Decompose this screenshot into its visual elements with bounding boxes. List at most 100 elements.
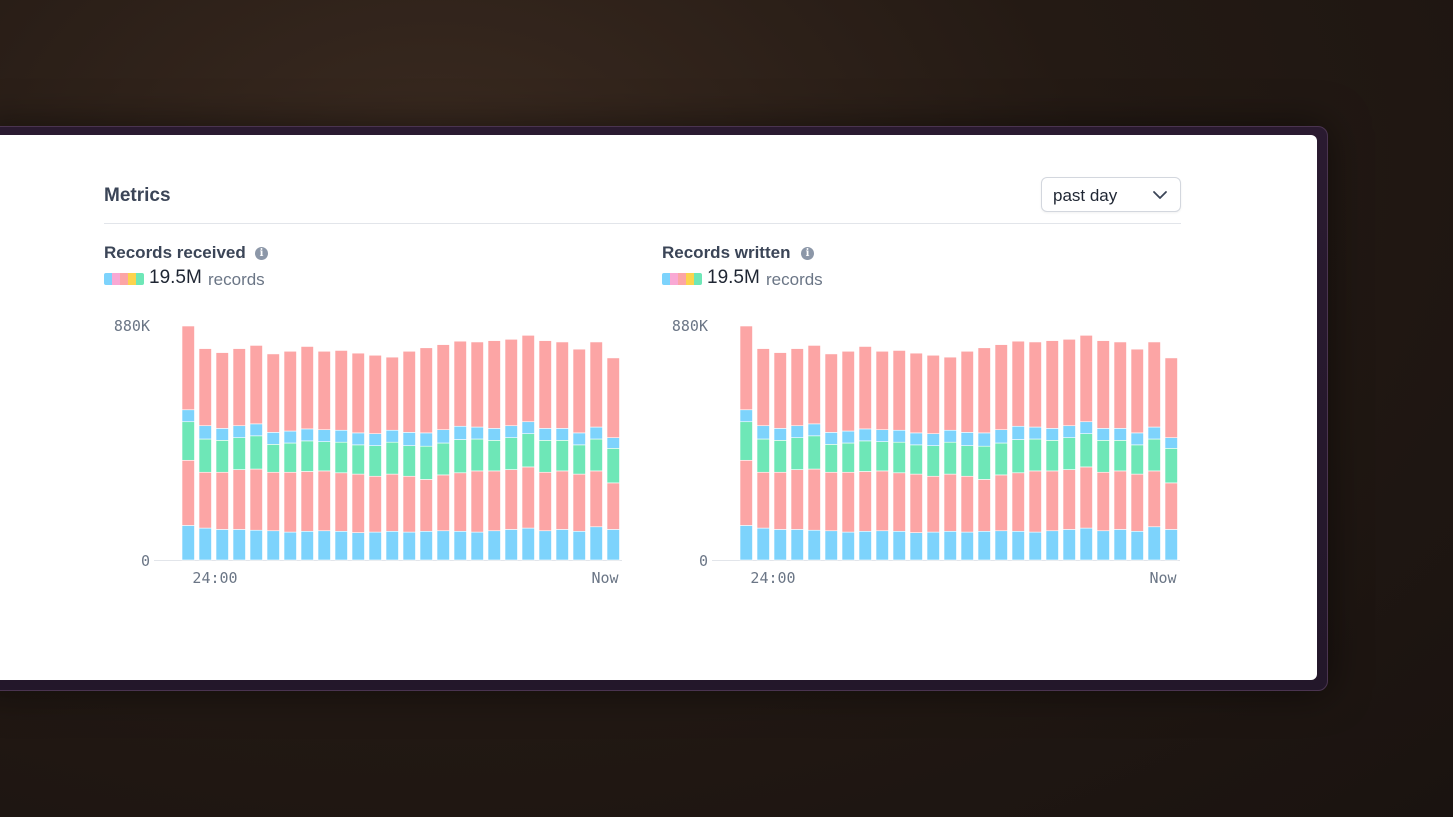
bar-segment[interactable] [266, 471, 280, 532]
bar-segment[interactable] [1079, 421, 1093, 434]
bar-segment[interactable] [1062, 529, 1076, 561]
bar-segment[interactable] [555, 440, 569, 472]
bar-segment[interactable] [419, 445, 433, 480]
bar-segment[interactable] [266, 353, 280, 433]
bar-segment[interactable] [1164, 482, 1178, 530]
bar-segment[interactable] [943, 356, 957, 431]
bar-segment[interactable] [960, 350, 974, 433]
bar-segment[interactable] [1011, 530, 1025, 561]
bar-segment[interactable] [807, 435, 821, 470]
bar-segment[interactable] [773, 428, 787, 441]
bar-segment[interactable] [436, 442, 450, 476]
bar-segment[interactable] [181, 459, 195, 526]
bar-segment[interactable] [875, 350, 889, 431]
bar-segment[interactable] [739, 459, 753, 526]
bar-segment[interactable] [283, 531, 297, 561]
bar-segment[interactable] [739, 325, 753, 411]
bar-segment[interactable] [1045, 340, 1059, 429]
bar-segment[interactable] [368, 354, 382, 434]
time-range-select[interactable]: past day [1041, 177, 1181, 212]
bar-segment[interactable] [368, 531, 382, 561]
bar-segment[interactable] [1062, 469, 1076, 530]
bar-segment[interactable] [555, 529, 569, 561]
bar-segment[interactable] [419, 530, 433, 561]
bar-segment[interactable] [1028, 470, 1042, 533]
bar-segment[interactable] [453, 340, 467, 427]
bar-segment[interactable] [824, 444, 838, 473]
bar-segment[interactable] [283, 430, 297, 444]
bar-segment[interactable] [555, 428, 569, 441]
bar-segment[interactable] [402, 445, 416, 477]
bar-segment[interactable] [841, 430, 855, 444]
bar-segment[interactable] [926, 433, 940, 446]
bar-segment[interactable] [249, 345, 263, 425]
bar-segment[interactable] [334, 530, 348, 561]
bar-segment[interactable] [334, 350, 348, 431]
bar-segment[interactable] [977, 530, 991, 561]
bar-segment[interactable] [589, 438, 603, 472]
bar-segment[interactable] [589, 341, 603, 428]
bar-segment[interactable] [589, 426, 603, 440]
bar-segment[interactable] [606, 529, 620, 561]
bar-segment[interactable] [875, 470, 889, 532]
bar-segment[interactable] [824, 353, 838, 433]
bar-segment[interactable] [538, 471, 552, 532]
bar-segment[interactable] [215, 428, 229, 441]
bar-segment[interactable] [181, 421, 195, 461]
bar-segment[interactable] [1028, 531, 1042, 561]
bar-segment[interactable] [926, 475, 940, 533]
bar-segment[interactable] [572, 432, 586, 446]
bar-segment[interactable] [756, 438, 770, 473]
bar-segment[interactable] [283, 350, 297, 432]
bar-segment[interactable] [943, 530, 957, 561]
bar-segment[interactable] [181, 325, 195, 411]
bar-segment[interactable] [790, 469, 804, 530]
bar-segment[interactable] [232, 437, 246, 470]
bar-segment[interactable] [1096, 428, 1110, 441]
bar-segment[interactable] [436, 344, 450, 431]
bar-segment[interactable] [960, 445, 974, 477]
bar-segment[interactable] [470, 438, 484, 472]
bar-segment[interactable] [841, 442, 855, 473]
bar-segment[interactable] [1164, 448, 1178, 484]
bar-segment[interactable] [470, 531, 484, 561]
bar-segment[interactable] [215, 471, 229, 530]
bar-segment[interactable] [521, 421, 535, 434]
bar-segment[interactable] [249, 423, 263, 437]
bar-segment[interactable] [1164, 357, 1178, 438]
bar-segment[interactable] [807, 468, 821, 531]
bar-segment[interactable] [606, 448, 620, 484]
bar-segment[interactable] [232, 529, 246, 561]
bar-segment[interactable] [1096, 471, 1110, 532]
bar-segment[interactable] [926, 354, 940, 434]
bar-segment[interactable] [1130, 348, 1144, 434]
bar-segment[interactable] [419, 479, 433, 532]
bar-segment[interactable] [1130, 432, 1144, 446]
bar-segment[interactable] [1113, 470, 1127, 530]
bar-segment[interactable] [606, 482, 620, 530]
bar-segment[interactable] [807, 423, 821, 437]
bar-segment[interactable] [858, 530, 872, 561]
bar-segment[interactable] [402, 475, 416, 533]
bar-segment[interactable] [1164, 437, 1178, 449]
bar-segment[interactable] [807, 345, 821, 425]
bar-segment[interactable] [994, 474, 1008, 532]
bar-segment[interactable] [773, 471, 787, 530]
bar-segment[interactable] [892, 530, 906, 561]
bar-segment[interactable] [739, 525, 753, 561]
bar-segment[interactable] [351, 432, 365, 446]
bar-segment[interactable] [1062, 425, 1076, 438]
bar-segment[interactable] [977, 432, 991, 447]
bar-segment[interactable] [368, 433, 382, 446]
bar-segment[interactable] [909, 352, 923, 434]
bar-segment[interactable] [606, 357, 620, 438]
bar-segment[interactable] [368, 475, 382, 533]
bar-segment[interactable] [232, 469, 246, 530]
bar-segment[interactable] [1096, 530, 1110, 561]
bar-segment[interactable] [1028, 438, 1042, 472]
bar-segment[interactable] [1113, 341, 1127, 429]
bar-segment[interactable] [470, 426, 484, 440]
bar-segment[interactable] [300, 346, 314, 430]
bar-segment[interactable] [453, 439, 467, 474]
bar-segment[interactable] [572, 348, 586, 434]
